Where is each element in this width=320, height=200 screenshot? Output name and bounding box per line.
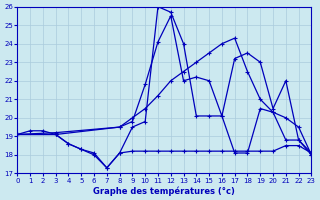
X-axis label: Graphe des températures (°c): Graphe des températures (°c) — [93, 186, 235, 196]
